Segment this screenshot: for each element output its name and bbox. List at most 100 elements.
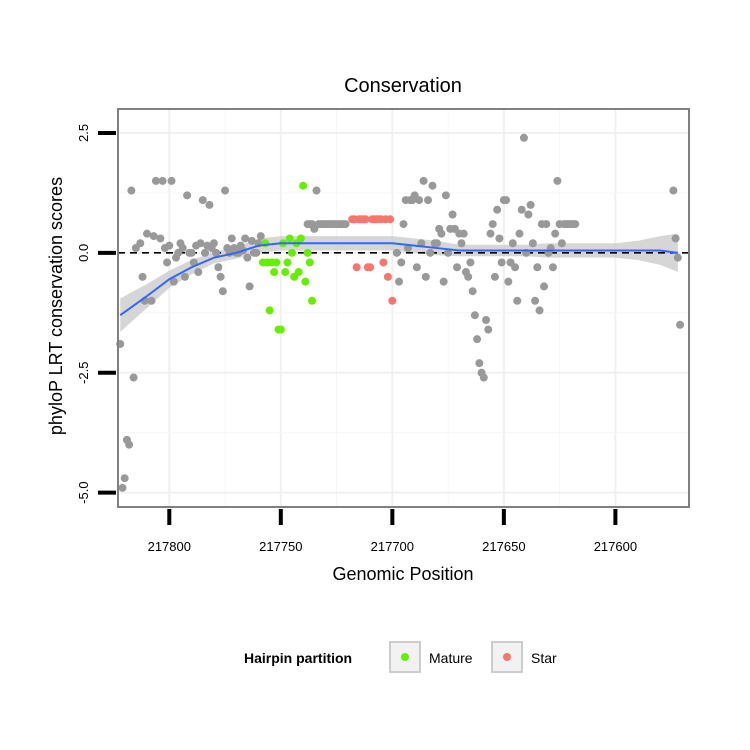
other-point <box>533 263 542 272</box>
other-point <box>513 296 522 305</box>
mature-point <box>287 248 296 257</box>
other-point <box>156 234 165 243</box>
mature-point <box>285 234 294 243</box>
mature-point <box>303 248 312 257</box>
other-point <box>392 248 401 257</box>
other-point <box>178 244 187 253</box>
other-point <box>531 296 540 305</box>
star-point <box>388 296 397 305</box>
other-point <box>341 220 350 229</box>
other-point <box>571 220 580 229</box>
mature-point <box>308 296 317 305</box>
mature-point <box>270 268 279 277</box>
other-point <box>548 263 557 272</box>
star-point <box>383 272 392 281</box>
mature-point <box>301 277 310 286</box>
other-point <box>256 232 265 241</box>
mature-point <box>299 181 308 190</box>
other-point <box>444 248 453 257</box>
other-point <box>200 248 209 257</box>
other-point <box>439 277 448 286</box>
star-point <box>366 263 375 272</box>
other-point <box>419 176 428 185</box>
plot-border <box>117 108 690 508</box>
other-point <box>129 373 138 382</box>
other-point <box>167 176 176 185</box>
plot-background <box>118 109 689 507</box>
other-point <box>526 200 535 209</box>
x-tick-label: 217800 <box>148 539 191 554</box>
y-tick-label: 2.5 <box>76 124 91 142</box>
y-tick-label: -2.5 <box>76 362 91 384</box>
other-point <box>482 315 491 324</box>
star-point <box>386 215 395 224</box>
other-point <box>187 248 196 257</box>
other-point <box>209 239 218 248</box>
mature-point <box>296 234 305 243</box>
other-point <box>551 229 560 238</box>
star-point <box>352 263 361 272</box>
x-tick-label: 217750 <box>259 539 302 554</box>
other-point <box>183 191 192 200</box>
other-point <box>397 258 406 267</box>
mature-point <box>281 268 290 277</box>
other-point <box>252 248 261 257</box>
other-point <box>486 229 495 238</box>
other-point <box>470 311 479 320</box>
legend-star-point <box>503 653 511 661</box>
other-point <box>412 263 421 272</box>
y-axis-title: phyloP LRT conservation scores <box>46 177 66 435</box>
other-point <box>180 272 189 281</box>
other-point <box>163 258 172 267</box>
other-point <box>120 474 129 483</box>
mature-point <box>283 258 292 267</box>
other-point <box>247 236 256 245</box>
other-point <box>502 196 511 205</box>
x-tick-label: 217600 <box>594 539 637 554</box>
x-tick-label: 217700 <box>371 539 414 554</box>
other-point <box>488 220 497 229</box>
other-point <box>468 287 477 296</box>
other-point <box>415 196 424 205</box>
other-point <box>437 229 446 238</box>
legend-mature-point <box>401 653 409 661</box>
other-point <box>205 200 214 209</box>
other-point <box>151 176 160 185</box>
other-point <box>198 196 207 205</box>
x-tick-label: 217650 <box>482 539 525 554</box>
other-point <box>149 232 158 241</box>
other-point <box>515 229 524 238</box>
other-point <box>473 335 482 344</box>
other-point <box>243 253 252 262</box>
other-point <box>432 239 441 248</box>
other-point <box>218 287 227 296</box>
other-point <box>517 205 526 214</box>
other-point <box>495 234 504 243</box>
legend-label-star: Star <box>531 650 557 666</box>
other-point <box>169 277 178 286</box>
confidence-band-layer <box>120 233 678 332</box>
other-point <box>227 234 236 243</box>
legend-label-mature: Mature <box>429 650 473 666</box>
other-point <box>147 296 156 305</box>
other-point <box>524 210 533 219</box>
other-point <box>464 272 473 281</box>
y-tick-label: -5.0 <box>76 481 91 503</box>
other-point <box>395 277 404 286</box>
other-point <box>511 263 520 272</box>
other-point <box>676 320 685 329</box>
other-point <box>399 220 408 229</box>
other-point <box>426 248 435 257</box>
other-point <box>459 229 468 238</box>
confidence-band <box>120 233 678 332</box>
other-point <box>216 272 225 281</box>
other-point <box>212 248 221 257</box>
x-axis-title: Genomic Position <box>332 564 473 584</box>
mature-point <box>294 268 303 277</box>
other-point <box>671 234 680 243</box>
y-axis: 2.5 0.0 -2.5 -5.0 <box>76 124 116 504</box>
other-point <box>441 191 450 200</box>
other-point <box>540 282 549 291</box>
legend-key-star <box>491 641 523 673</box>
